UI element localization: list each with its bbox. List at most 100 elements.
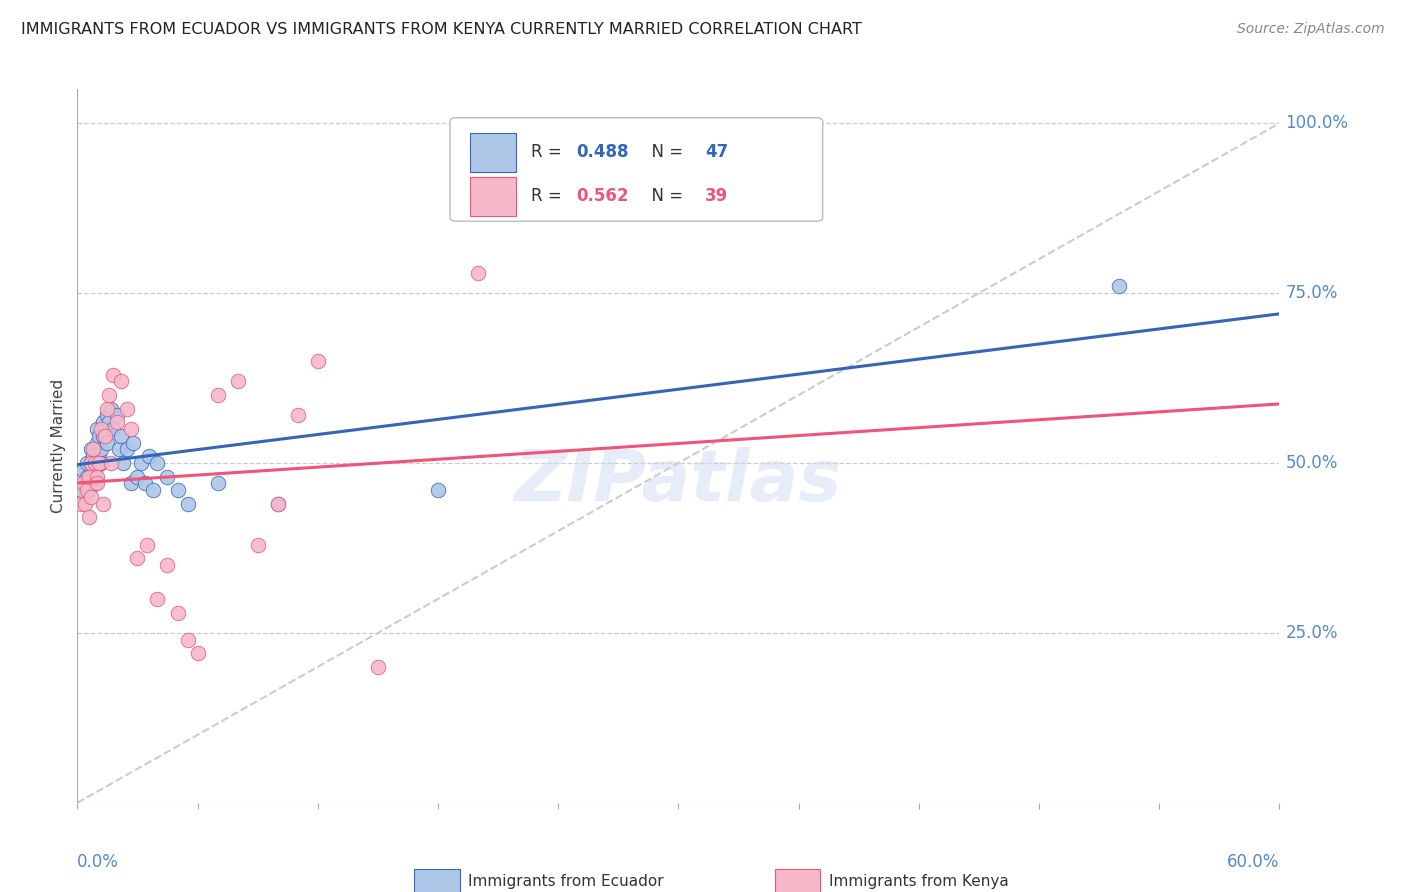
Point — [80, 490, 103, 504]
Point — [89, 456, 111, 470]
Point — [120, 422, 142, 436]
Point — [72, 476, 94, 491]
Point — [93, 415, 115, 429]
Point — [267, 497, 290, 511]
Text: 50.0%: 50.0% — [1285, 454, 1339, 472]
Point — [86, 476, 108, 491]
Point — [89, 429, 111, 443]
Bar — [471, 133, 516, 172]
Point — [146, 591, 169, 606]
Text: Source: ZipAtlas.com: Source: ZipAtlas.com — [1237, 22, 1385, 37]
Point — [94, 422, 117, 436]
Point — [112, 456, 135, 470]
Point — [90, 456, 112, 470]
Point — [136, 537, 159, 551]
Point — [82, 469, 104, 483]
Point — [76, 456, 98, 470]
Point — [79, 510, 101, 524]
Point — [108, 442, 131, 457]
Point — [94, 429, 117, 443]
Point — [76, 469, 98, 483]
Point — [86, 456, 108, 470]
Text: R =: R = — [530, 187, 567, 205]
Point — [166, 483, 188, 498]
Point — [72, 463, 94, 477]
Point — [186, 646, 209, 660]
Text: 100.0%: 100.0% — [1285, 114, 1348, 132]
Point — [156, 558, 179, 572]
Point — [103, 422, 125, 436]
Point — [98, 388, 121, 402]
Point — [96, 435, 118, 450]
Point — [79, 469, 101, 483]
Point — [110, 429, 132, 443]
Text: 0.488: 0.488 — [576, 143, 628, 161]
Text: 39: 39 — [704, 187, 728, 205]
Point — [267, 497, 290, 511]
Point — [127, 469, 149, 483]
Point — [70, 483, 93, 498]
Point — [79, 483, 101, 498]
Point — [207, 476, 229, 491]
Point — [75, 476, 97, 491]
Bar — [471, 177, 516, 216]
Point — [70, 497, 93, 511]
Point — [90, 442, 112, 457]
Point — [90, 422, 112, 436]
Point — [89, 449, 111, 463]
Text: 0.562: 0.562 — [576, 187, 628, 205]
Text: N =: N = — [641, 187, 689, 205]
Point — [93, 497, 115, 511]
Point — [100, 456, 122, 470]
Point — [96, 401, 118, 416]
Point — [138, 449, 160, 463]
Text: 25.0%: 25.0% — [1285, 624, 1339, 642]
Point — [107, 409, 129, 423]
Point — [76, 483, 98, 498]
Point — [427, 483, 450, 498]
Bar — [775, 869, 820, 892]
Text: IMMIGRANTS FROM ECUADOR VS IMMIGRANTS FROM KENYA CURRENTLY MARRIED CORRELATION C: IMMIGRANTS FROM ECUADOR VS IMMIGRANTS FR… — [21, 22, 862, 37]
Point — [467, 266, 489, 280]
Point — [156, 469, 179, 483]
Point — [82, 442, 104, 457]
Point — [107, 415, 129, 429]
Point — [117, 401, 139, 416]
Point — [226, 375, 249, 389]
Point — [80, 442, 103, 457]
Point — [86, 469, 108, 483]
Point — [131, 456, 153, 470]
Text: ZIPatlas: ZIPatlas — [515, 447, 842, 516]
Point — [207, 388, 229, 402]
Text: Immigrants from Kenya: Immigrants from Kenya — [828, 874, 1008, 888]
Point — [82, 449, 104, 463]
Point — [84, 463, 107, 477]
Point — [80, 456, 103, 470]
Text: 75.0%: 75.0% — [1285, 284, 1339, 302]
Point — [142, 483, 165, 498]
Text: Immigrants from Ecuador: Immigrants from Ecuador — [468, 874, 664, 888]
Text: 0.0%: 0.0% — [77, 853, 120, 871]
Point — [367, 660, 389, 674]
FancyBboxPatch shape — [450, 118, 823, 221]
Point — [146, 456, 169, 470]
Point — [1108, 279, 1130, 293]
Point — [80, 456, 103, 470]
Text: 60.0%: 60.0% — [1227, 853, 1279, 871]
Point — [176, 632, 198, 647]
Point — [75, 497, 97, 511]
Point — [127, 551, 149, 566]
Point — [120, 476, 142, 491]
Point — [96, 409, 118, 423]
Point — [86, 435, 108, 450]
Point — [287, 409, 309, 423]
Point — [166, 606, 188, 620]
Point — [307, 354, 329, 368]
Point — [246, 537, 269, 551]
Text: R =: R = — [530, 143, 567, 161]
Text: N =: N = — [641, 143, 689, 161]
Point — [176, 497, 198, 511]
Point — [117, 442, 139, 457]
Point — [98, 415, 121, 429]
Y-axis label: Currently Married: Currently Married — [51, 379, 66, 513]
